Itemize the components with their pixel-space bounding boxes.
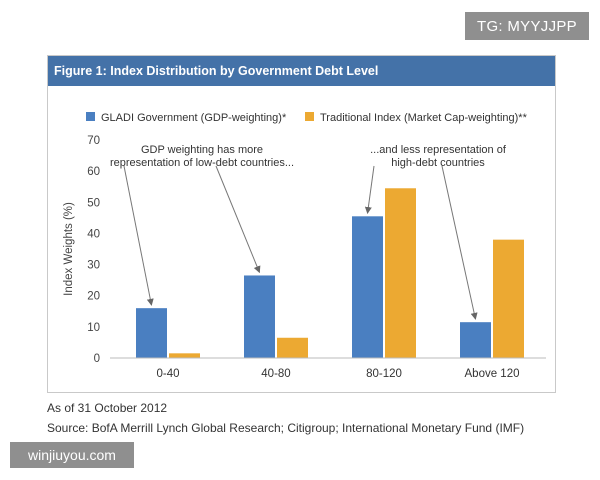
legend-swatch-1 (305, 112, 314, 121)
y-tick-label: 10 (87, 322, 100, 334)
legend-label-1: Traditional Index (Market Cap-weighting)… (320, 112, 528, 124)
bar-traditional-3 (493, 239, 524, 358)
y-tick-label: 40 (87, 228, 100, 240)
figure-title: Figure 1: Index Distribution by Governme… (48, 56, 555, 86)
bar-traditional-2 (385, 188, 416, 358)
y-tick-label: 0 (94, 353, 100, 365)
x-tick-label: 0-40 (156, 368, 179, 380)
figure-panel: Figure 1: Index Distribution by Governme… (47, 55, 556, 393)
date-note: As of 31 October 2012 (47, 401, 168, 415)
annotation-left-line-1: representation of low-debt countries... (110, 157, 294, 169)
y-tick-label: 30 (87, 260, 100, 272)
y-tick-label: 60 (87, 166, 100, 178)
legend-swatch-0 (86, 112, 95, 121)
source-note: Source: BofA Merrill Lynch Global Resear… (47, 421, 525, 435)
bar-gladi-0 (136, 308, 167, 358)
annotation-right-line-1: high-debt countries (391, 157, 485, 169)
annotation-left-line-0: GDP weighting has more (141, 144, 263, 156)
x-tick-label: 40-80 (261, 368, 290, 380)
bar-gladi-2 (352, 216, 383, 358)
annotation-arrow-80-120 (364, 165, 375, 214)
y-tick-label: 50 (87, 197, 100, 209)
legend-label-0: GLADI Government (GDP-weighting)* (101, 112, 287, 124)
annotation-arrow-above-120 (441, 165, 478, 320)
watermark-bottom: winjiuyou.com (10, 442, 134, 468)
bar-traditional-1 (277, 337, 308, 358)
bar-gladi-1 (244, 275, 275, 358)
annotation-right-line-0: ...and less representation of (370, 144, 507, 156)
x-tick-label: Above 120 (465, 368, 520, 380)
y-tick-label: 20 (87, 291, 100, 303)
x-tick-label: 80-120 (366, 368, 402, 380)
bar-traditional-0 (169, 353, 200, 358)
bar-chart: GLADI Government (GDP-weighting)* Traditi… (63, 112, 546, 380)
bar-gladi-3 (460, 322, 491, 358)
annotation-arrow-40-80 (215, 165, 261, 274)
y-tick-label: 70 (87, 135, 100, 147)
y-axis-label: Index Weights (%) (63, 202, 75, 296)
watermark-top: TG: MYYJJPP (465, 12, 589, 40)
annotation-arrow-0-40 (123, 165, 154, 306)
